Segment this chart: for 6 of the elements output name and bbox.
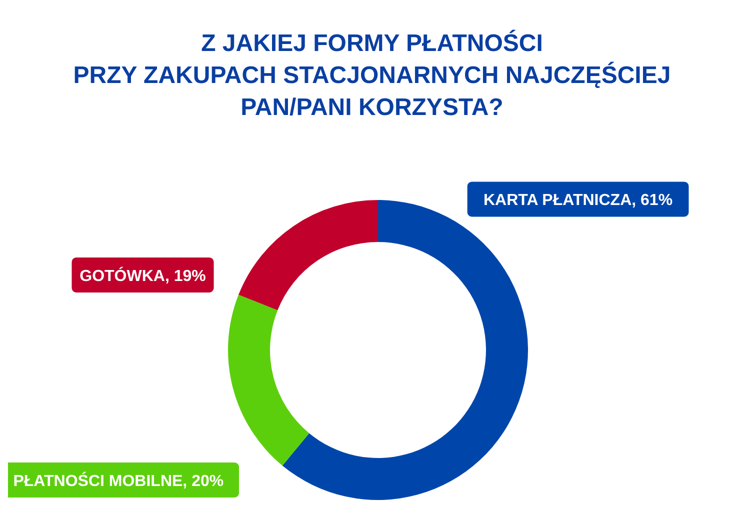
donut-slice — [228, 294, 310, 466]
slice-label: KARTA PŁATNICZA, 61% — [484, 192, 673, 210]
chart-title: Z JAKIEJ FORMY PŁATNOŚCI PRZY ZAKUPACH STACJONARNYCH NAJCZĘŚCIEJ PAN/PANI KORZYSTA? — [72, 28, 672, 123]
slice-label: PŁATNOŚCI MOBILNE, 20% — [13, 471, 224, 490]
donut-slice — [238, 200, 378, 310]
slice-label: GOTÓWKA, 19% — [80, 266, 206, 285]
